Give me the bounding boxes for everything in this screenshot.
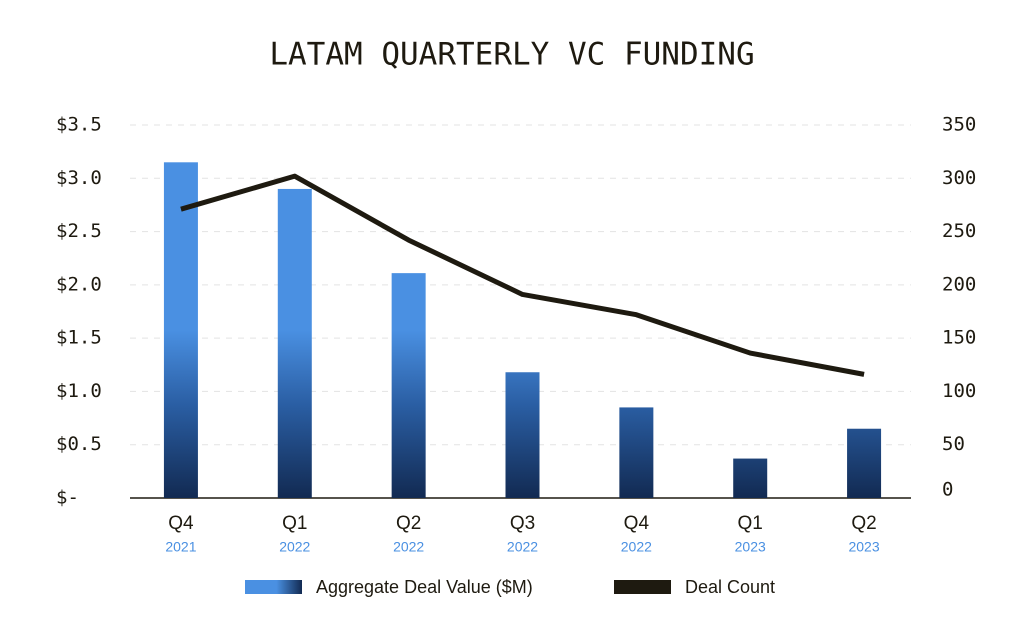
x-tick-sublabel: 2023 xyxy=(848,539,879,555)
bar xyxy=(847,428,882,498)
x-tick-sublabel: 2022 xyxy=(507,539,538,555)
y-tick-label: $1.5 xyxy=(56,327,102,349)
y-tick-label: $3.5 xyxy=(56,114,102,136)
x-tick-label: Q3 xyxy=(510,513,535,534)
legend-swatch xyxy=(614,580,671,594)
y2-tick-label: 150 xyxy=(942,327,976,349)
x-tick-sublabel: 2023 xyxy=(735,539,766,555)
bar xyxy=(277,188,312,498)
y2-tick-label: 50 xyxy=(942,433,965,455)
bar xyxy=(391,273,426,498)
x-tick-label: Q4 xyxy=(624,513,650,534)
legend-label: Deal Count xyxy=(685,577,775,597)
x-tick-label: Q1 xyxy=(738,513,763,534)
legend-label: Aggregate Deal Value ($M) xyxy=(316,577,533,597)
y2-tick-label: 250 xyxy=(942,220,976,242)
y-tick-label: $2.5 xyxy=(56,220,102,242)
line xyxy=(180,173,865,377)
x-tick-sublabel: 2022 xyxy=(393,539,424,555)
bar xyxy=(733,458,768,498)
legend-swatch xyxy=(245,580,302,594)
y-tick-label: $- xyxy=(56,487,79,509)
y2-tick-label: 100 xyxy=(942,380,976,402)
x-tick-sublabel: 2021 xyxy=(165,539,196,555)
chart-title: LATAM QUARTERLY VC FUNDING xyxy=(269,37,754,73)
bar xyxy=(505,372,540,498)
x-tick-label: Q1 xyxy=(282,513,307,534)
y2-tick-label: 350 xyxy=(942,114,976,136)
x-tick-label: Q2 xyxy=(851,513,876,534)
y-tick-label: $2.0 xyxy=(56,273,102,295)
y2-tick-label: 300 xyxy=(942,167,976,189)
y-tick-label: $1.0 xyxy=(56,380,102,402)
bar xyxy=(619,407,654,498)
y-tick-label: $0.5 xyxy=(56,433,102,455)
y2-tick-label: 0 xyxy=(942,479,953,501)
x-tick-label: Q4 xyxy=(168,513,194,534)
x-tick-sublabel: 2022 xyxy=(621,539,652,555)
x-tick-sublabel: 2022 xyxy=(279,539,310,555)
y2-tick-label: 200 xyxy=(942,273,976,295)
bar xyxy=(163,162,198,499)
x-tick-label: Q2 xyxy=(396,513,421,534)
y-tick-label: $3.0 xyxy=(56,167,102,189)
